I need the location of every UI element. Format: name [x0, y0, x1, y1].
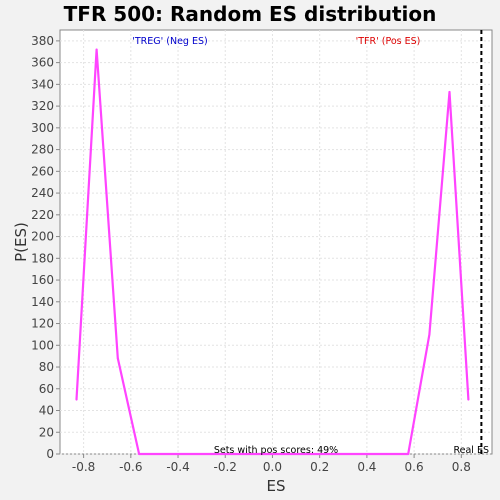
x-tick-label: 0.0: [263, 460, 282, 474]
y-tick-label: 20: [39, 425, 54, 439]
y-tick-label: 80: [39, 360, 54, 374]
x-tick-label: -0.2: [214, 460, 237, 474]
x-tick-label: 0.2: [310, 460, 329, 474]
y-tick-label: 240: [31, 186, 54, 200]
x-axis-label: ES: [267, 477, 286, 495]
y-tick-label: 360: [31, 56, 54, 70]
data-point: [271, 453, 274, 455]
real-es-label: Real ES: [453, 445, 489, 456]
axis-ticks: 0 20 40 60 80 100 120 140 160 180 200 220 240 260 280 3…: [31, 34, 471, 474]
x-tick-label: -0.8: [72, 460, 95, 474]
pos-scores-label: Sets with pos scores: 49%: [214, 445, 338, 456]
y-tick-label: 220: [31, 208, 54, 222]
data-point: [138, 453, 141, 455]
y-tick-label: 60: [39, 382, 54, 396]
x-tick-label: 0.4: [357, 460, 376, 474]
data-point: [428, 333, 431, 336]
x-tick-label: 0.6: [405, 460, 424, 474]
data-point: [95, 48, 98, 51]
x-tick-label: 0.8: [452, 460, 471, 474]
data-point: [116, 357, 119, 360]
y-tick-label: 120: [31, 317, 54, 331]
y-tick-label: 320: [31, 99, 54, 113]
chart-title: TFR 500: Random ES distribution: [64, 2, 437, 26]
data-point: [448, 90, 451, 93]
pos-es-label: 'TFR' (Pos ES): [356, 36, 421, 47]
x-tick-label: -0.6: [119, 460, 142, 474]
data-series: [75, 48, 470, 456]
data-point: [384, 453, 387, 455]
y-tick-label: 100: [31, 338, 54, 352]
y-tick-label: 280: [31, 143, 54, 157]
grid-lines: [60, 30, 492, 455]
y-tick-label: 340: [31, 77, 54, 91]
x-tick-label: -0.4: [166, 460, 189, 474]
y-axis-label: P(ES): [12, 222, 30, 262]
y-tick-label: 380: [31, 34, 54, 48]
y-tick-label: 40: [39, 404, 54, 418]
data-point: [75, 398, 78, 401]
neg-es-label: 'TREG' (Neg ES): [132, 36, 207, 47]
data-point: [467, 398, 470, 401]
y-tick-label: 160: [31, 273, 54, 287]
y-tick-label: 300: [31, 121, 54, 135]
y-tick-label: 140: [31, 295, 54, 309]
y-tick-label: 260: [31, 164, 54, 178]
data-point: [407, 453, 410, 455]
y-tick-label: 180: [31, 251, 54, 265]
data-point: [158, 453, 161, 455]
y-tick-label: 200: [31, 230, 54, 244]
y-tick-label: 0: [46, 447, 54, 461]
